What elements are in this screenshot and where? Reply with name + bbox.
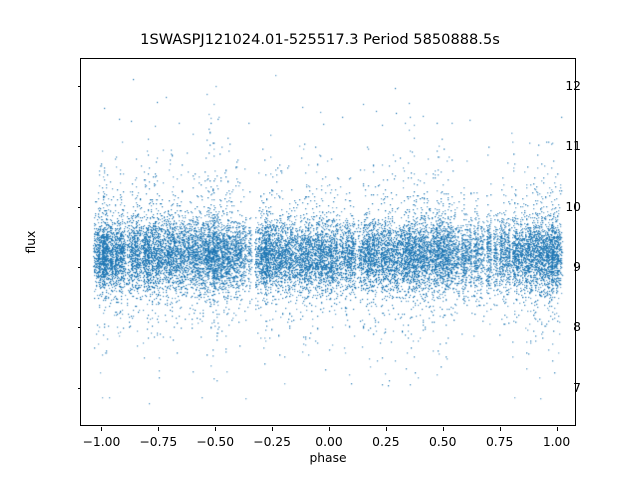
y-tick-mark — [77, 267, 81, 269]
x-tick-mark — [215, 427, 217, 431]
x-tick-mark — [329, 427, 330, 431]
x-tick-label: 0.25 — [372, 435, 400, 449]
x-tick-label: 1.00 — [542, 435, 571, 449]
plot-axes: −1.00 −0.75 −0.50 −0.25 0.00 0.25 0.50 0.75 1.00… — [77, 58, 581, 449]
x-tick-label: −0.25 — [253, 435, 291, 449]
x-tick-mark — [442, 427, 444, 431]
y-tick-mark — [77, 206, 81, 208]
y-tick-label: 8 — [573, 320, 581, 335]
x-tick-mark — [556, 427, 558, 431]
y-tick-label: 12 — [565, 79, 581, 94]
y-tick-mark — [77, 146, 81, 148]
x-tick-mark — [158, 427, 160, 431]
y-axis-label: flux — [24, 230, 38, 254]
x-tick-mark — [101, 427, 103, 431]
x-tick-label: 0.75 — [485, 435, 514, 449]
y-tick-marks: 7 8 9 10 11 12 — [77, 59, 581, 425]
y-tick-label: 10 — [565, 199, 581, 214]
x-tick-label: −1.00 — [82, 435, 121, 449]
y-tick-mark — [77, 387, 81, 389]
y-tick-label: 11 — [565, 139, 581, 154]
x-tick-label: 0.00 — [315, 435, 343, 449]
y-tick-label: 7 — [573, 380, 581, 395]
chart-title: 1SWASPJ121024.01-525517.3 Period 5850888… — [140, 31, 500, 48]
x-axis-label: phase — [309, 451, 347, 465]
y-tick-mark — [77, 327, 81, 329]
x-tick-label: 0.50 — [429, 435, 457, 449]
scatter-data-layer — [81, 59, 575, 425]
x-tick-mark — [499, 427, 501, 431]
x-tick-mark — [272, 427, 274, 431]
y-tick-mark — [77, 86, 81, 88]
y-tick-label: 9 — [573, 260, 581, 275]
x-tick-label: −0.75 — [139, 435, 178, 449]
x-tick-marks: −1.00 −0.75 −0.50 −0.25 0.00 0.25 0.50 0.75 1.00 — [81, 59, 575, 449]
x-tick-label: −0.50 — [196, 435, 235, 449]
x-tick-mark — [385, 427, 387, 431]
